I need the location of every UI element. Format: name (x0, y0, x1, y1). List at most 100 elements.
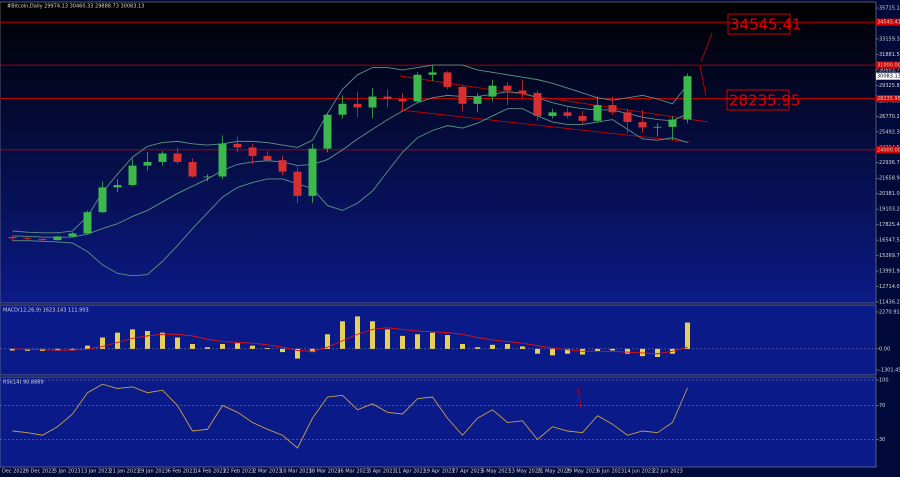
macd-bar (235, 343, 240, 349)
x-tick-label: 3 Apr 2023 (368, 469, 396, 475)
candle-body (608, 105, 617, 113)
macd-bar (160, 332, 165, 349)
macd-bar (25, 348, 30, 351)
rsi-pane (0, 376, 877, 468)
candle-body (218, 143, 227, 177)
last-price-box (876, 72, 900, 80)
macd-bar (490, 344, 495, 349)
candle-body (503, 85, 512, 91)
macd-bar (130, 329, 135, 349)
y-tick-label: 12714.09 (879, 284, 900, 290)
candle-body (278, 160, 287, 172)
y-tick-label: 20381.07 (879, 191, 900, 197)
candle-body (53, 236, 62, 241)
macd-bar (10, 348, 15, 351)
chart-title: #Bitcoin,Daily 29974.13 30460.33 29888.7… (7, 4, 144, 10)
macd-bar (205, 347, 210, 349)
y-tick-label: 35715.14 (879, 6, 900, 12)
x-tick-label: 14 Jun 2023 (624, 469, 654, 475)
rsi-mark (577, 387, 582, 409)
level-label: 24000.00 (877, 147, 900, 153)
macd-bar (325, 334, 330, 349)
candle-body (293, 171, 302, 196)
x-tick-label: 13 Jan 2023 (81, 469, 111, 475)
y-tick-label: 33159.37 (879, 36, 900, 42)
y-tick-label: 29325.88 (879, 83, 900, 89)
macd-bar (175, 337, 180, 349)
candle-body (548, 112, 557, 116)
x-tick-label: 21 May 2023 (537, 469, 570, 475)
x-tick-label: 29 May 2023 (566, 469, 599, 475)
x-tick-label: 2 Mar 2023 (253, 469, 282, 475)
y-tick-label: 70 (879, 403, 885, 409)
macd-bar (505, 343, 510, 349)
macd-bar (85, 345, 90, 349)
candle-body (188, 161, 197, 177)
macd-title: MACD(12,26,9) 1623.143 111.903 (3, 308, 89, 314)
level-label: 34545.41 (877, 20, 900, 26)
channel-lower (399, 109, 691, 143)
macd-bar (685, 322, 690, 349)
annotation: 28235.95 (729, 92, 801, 110)
y-tick-label: 30 (879, 437, 885, 443)
candle-body (578, 115, 587, 121)
y-tick-label: 100 (879, 378, 889, 384)
y-tick-label: 16547.58 (879, 238, 900, 244)
macd-bar (610, 348, 615, 351)
candle-body (338, 103, 347, 115)
x-tick-label: 6 Jun 2023 (597, 469, 624, 475)
macd-bar (445, 335, 450, 349)
candle-body (563, 112, 572, 116)
candle-body (458, 86, 467, 104)
macd-bar (145, 331, 150, 349)
macd-bar (280, 348, 285, 353)
macd-bar (550, 348, 555, 356)
candle-body (83, 212, 92, 234)
y-tick-label: 13991.92 (879, 269, 900, 275)
candle-body (233, 143, 242, 148)
macd-bar (400, 335, 405, 349)
macd-bar (430, 332, 435, 349)
candle-body (668, 119, 677, 127)
candle-body (518, 90, 527, 93)
candle-body (8, 237, 17, 239)
candle-body (263, 155, 272, 161)
x-tick-label: 13 May 2023 (508, 469, 541, 475)
candle-body (368, 96, 377, 108)
macd-bar (475, 347, 480, 349)
level-label: 31000.00 (877, 63, 900, 69)
candle-body (98, 187, 107, 213)
candle-body (653, 126, 662, 128)
line (12, 383, 688, 449)
macd-bar (415, 334, 420, 349)
candle-body (428, 72, 437, 75)
x-tick-label: 5 Jan 2023 (54, 469, 81, 475)
line (12, 64, 688, 234)
x-tick-label: 14 Feb 2023 (195, 469, 226, 475)
macd-bar (595, 348, 600, 352)
candle-body (443, 72, 452, 87)
annotation: 34545.41 (730, 16, 802, 34)
candle-body (353, 103, 362, 108)
y-tick-label: -1301.459 (879, 368, 900, 374)
x-tick-label: 22 Feb 2023 (223, 469, 254, 475)
macd-bar (355, 316, 360, 349)
rsi-title: RSI(14) 90.8889 (3, 380, 44, 386)
candle-body (323, 114, 332, 149)
macd-bar (340, 321, 345, 349)
macd-bar (535, 348, 540, 354)
x-tick-label: 22 Jun 2023 (653, 469, 683, 475)
macd-bar (310, 348, 315, 353)
annotation-box (727, 13, 791, 35)
y-tick-label: 31881.54 (879, 52, 900, 58)
level-label: 28235.95 (877, 96, 900, 102)
candle-body (23, 238, 32, 240)
line (12, 91, 688, 238)
level-box (876, 18, 900, 26)
candle-body (593, 105, 602, 121)
candle-body (623, 112, 632, 123)
y-tick-label: 11436.26 (879, 300, 900, 306)
level-box (876, 146, 900, 154)
y-tick-label: 19103.24 (879, 207, 900, 213)
